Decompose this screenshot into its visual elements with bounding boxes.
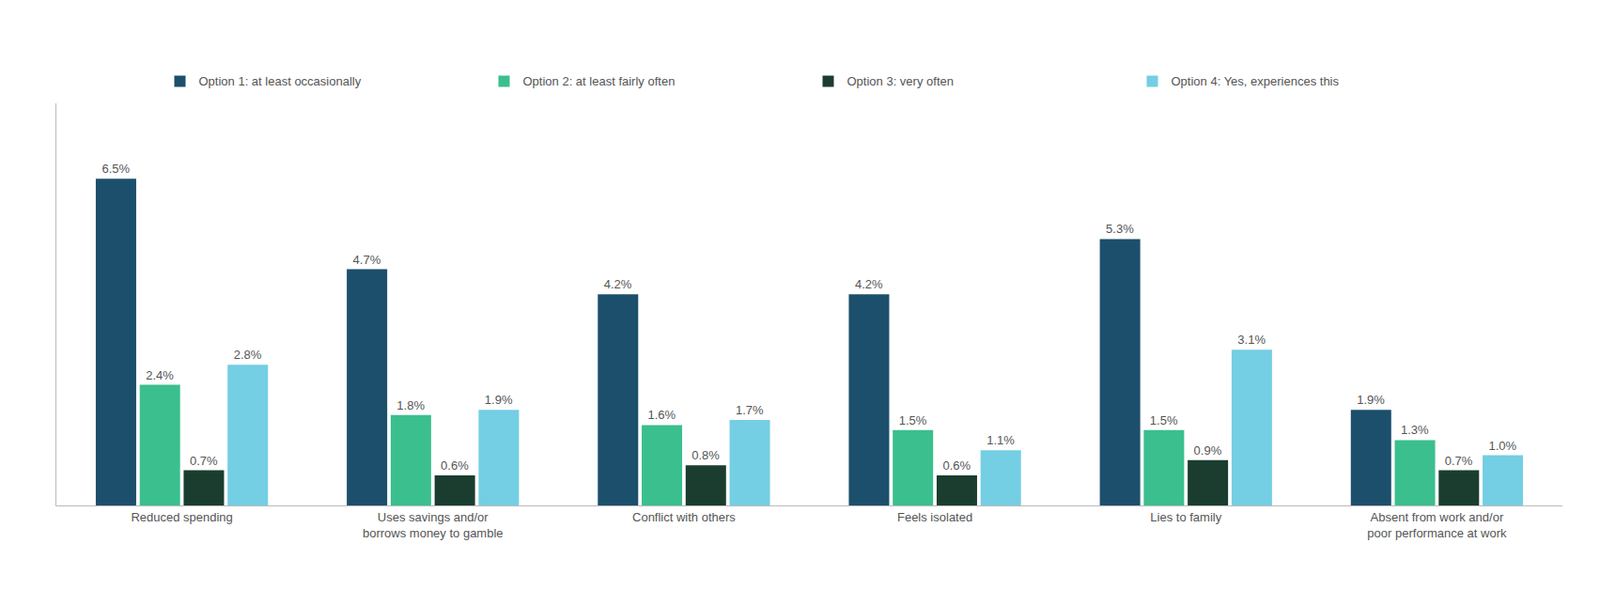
svg-text:1.9%: 1.9%	[484, 392, 513, 407]
svg-text:3.1%: 3.1%	[1237, 332, 1266, 347]
svg-text:Feels isolated: Feels isolated	[897, 510, 973, 525]
svg-text:Uses savings and/orborrows mon: Uses savings and/orborrows money to gamb…	[362, 510, 504, 541]
svg-text:1.1%: 1.1%	[986, 433, 1015, 448]
svg-text:0.7%: 0.7%	[1444, 453, 1474, 468]
svg-text:0.9%: 0.9%	[1194, 443, 1223, 458]
svg-text:Lies to family: Lies to family	[1149, 510, 1222, 525]
svg-text:1.9%: 1.9%	[1356, 392, 1385, 407]
svg-text:0.6%: 0.6%	[440, 458, 469, 473]
svg-text:1.0%: 1.0%	[1489, 438, 1518, 453]
svg-text:0.6%: 0.6%	[942, 458, 971, 473]
svg-text:5.3%: 5.3%	[1105, 221, 1134, 236]
svg-text:Absent from work and/orpoor pe: Absent from work and/orpoor performance …	[1366, 510, 1507, 541]
svg-text:1.5%: 1.5%	[899, 413, 928, 428]
svg-text:0.7%: 0.7%	[189, 453, 218, 468]
svg-text:1.7%: 1.7%	[735, 403, 764, 418]
svg-text:2.4%: 2.4%	[145, 368, 174, 383]
svg-text:Option 1: at least occasionall: Option 1: at least occasionally	[199, 74, 362, 89]
svg-text:2.8%: 2.8%	[233, 347, 263, 362]
svg-text:1.8%: 1.8%	[396, 398, 425, 413]
svg-text:1.6%: 1.6%	[648, 407, 677, 422]
svg-text:4.7%: 4.7%	[353, 252, 382, 267]
svg-text:1.3%: 1.3%	[1400, 422, 1430, 437]
svg-text:Option 4: Yes, experiences thi: Option 4: Yes, experiences this	[1171, 74, 1340, 89]
svg-text:Conflict with others: Conflict with others	[632, 510, 736, 525]
svg-text:4.2%: 4.2%	[604, 277, 633, 292]
svg-text:0.8%: 0.8%	[691, 448, 720, 463]
svg-text:Reduced spending: Reduced spending	[130, 510, 233, 525]
svg-text:1.5%: 1.5%	[1149, 413, 1179, 428]
svg-text:Option 3: very often: Option 3: very often	[847, 74, 954, 89]
svg-text:6.5%: 6.5%	[101, 161, 130, 176]
svg-text:Option 2: at least fairly ofte: Option 2: at least fairly often	[523, 74, 676, 89]
svg-text:4.2%: 4.2%	[854, 277, 884, 292]
